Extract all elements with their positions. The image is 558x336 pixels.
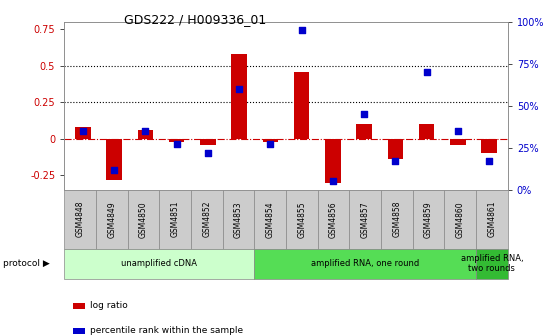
Bar — [75, 127, 91, 139]
Point — [484, 159, 493, 164]
Text: GSM4852: GSM4852 — [202, 201, 211, 238]
Text: GSM4854: GSM4854 — [266, 201, 275, 238]
Bar — [356, 124, 372, 139]
Point — [359, 112, 368, 117]
Text: GSM4858: GSM4858 — [392, 201, 401, 238]
Text: amplified RNA,
two rounds: amplified RNA, two rounds — [460, 254, 523, 274]
Point — [297, 28, 306, 33]
Text: GSM4851: GSM4851 — [171, 201, 180, 238]
Text: unamplified cDNA: unamplified cDNA — [121, 259, 197, 268]
Point — [79, 128, 88, 134]
Bar — [232, 54, 247, 139]
Text: GSM4855: GSM4855 — [297, 201, 306, 238]
Text: GSM4861: GSM4861 — [488, 201, 497, 238]
Point — [235, 86, 244, 92]
Text: amplified RNA, one round: amplified RNA, one round — [311, 259, 419, 268]
Text: GSM4857: GSM4857 — [360, 201, 370, 238]
Text: percentile rank within the sample: percentile rank within the sample — [90, 327, 243, 335]
Bar — [481, 139, 497, 153]
Point — [391, 159, 400, 164]
Bar — [294, 72, 309, 139]
Bar — [325, 139, 340, 182]
Bar — [138, 130, 153, 139]
Text: log ratio: log ratio — [90, 301, 128, 310]
Point — [422, 70, 431, 75]
Bar — [263, 139, 278, 142]
Bar — [387, 139, 403, 159]
Text: GSM4859: GSM4859 — [424, 201, 433, 238]
Text: GDS222 / H009336_01: GDS222 / H009336_01 — [124, 13, 266, 27]
Text: GSM4849: GSM4849 — [107, 201, 116, 238]
Point — [204, 150, 213, 156]
Bar — [200, 139, 216, 144]
Text: GSM4860: GSM4860 — [456, 201, 465, 238]
Point — [266, 142, 275, 147]
Bar — [450, 139, 465, 144]
Text: GSM4850: GSM4850 — [139, 201, 148, 238]
Point — [172, 142, 181, 147]
Text: GSM4848: GSM4848 — [75, 201, 84, 238]
Text: GSM4853: GSM4853 — [234, 201, 243, 238]
Text: GSM4856: GSM4856 — [329, 201, 338, 238]
Text: protocol ▶: protocol ▶ — [3, 259, 50, 268]
Point — [453, 128, 462, 134]
Point — [141, 128, 150, 134]
Bar — [418, 124, 434, 139]
Point — [110, 167, 119, 172]
Point — [328, 179, 337, 184]
Bar — [169, 139, 185, 142]
Bar — [107, 139, 122, 180]
